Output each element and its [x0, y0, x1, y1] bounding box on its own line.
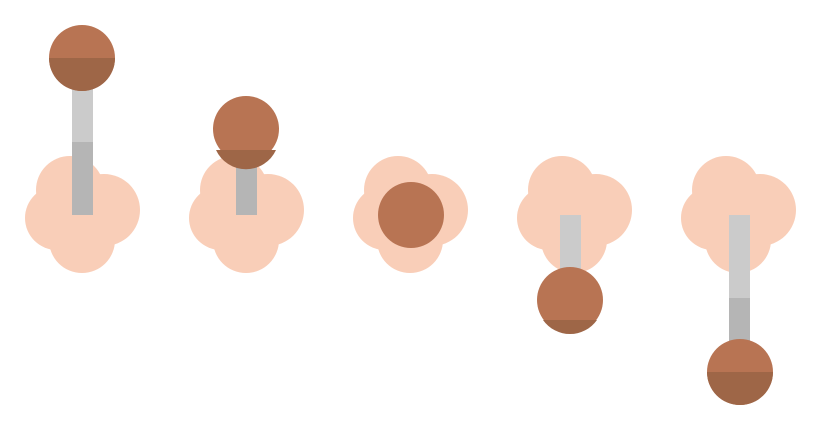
joystick-knob: [378, 182, 444, 248]
joystick-knob: [537, 267, 603, 335]
joystick-figure-3: [353, 156, 468, 273]
joystick-stick: [729, 215, 750, 348]
joystick-figure-1: [25, 25, 140, 273]
joystick-stick: [72, 88, 93, 215]
base-blob: [189, 156, 304, 273]
joystick-knob: [707, 339, 773, 405]
joystick-figure-2: [189, 96, 304, 273]
joystick-knob: [213, 96, 279, 170]
joystick-figure-4: [517, 156, 632, 335]
joystick-figure-5: [681, 156, 796, 405]
joystick-knob: [49, 25, 115, 91]
joystick-stick: [560, 215, 581, 275]
